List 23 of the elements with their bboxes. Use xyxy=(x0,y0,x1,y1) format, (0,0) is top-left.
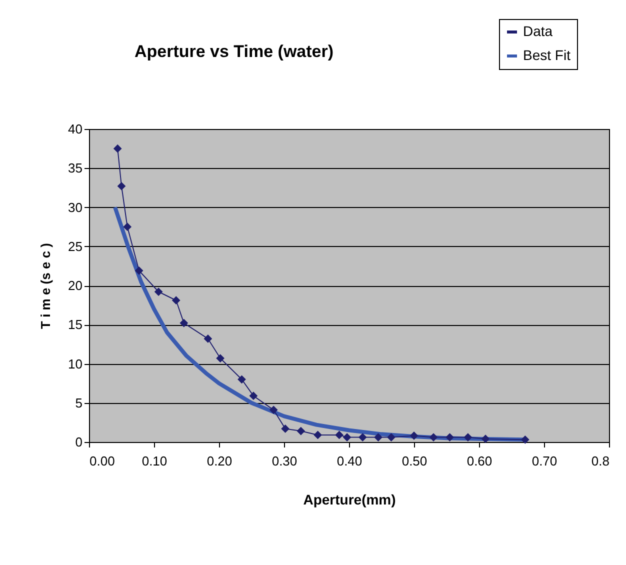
y-tick-label: 20 xyxy=(68,278,82,293)
y-tick-label: 10 xyxy=(68,356,82,372)
x-tick-label: 0.00 xyxy=(90,454,115,468)
x-tick-label: 0.40 xyxy=(336,454,362,468)
x-axis-title: Aperture(mm) xyxy=(303,492,396,508)
y-axis-title: T i m e (s e c ) xyxy=(38,243,54,329)
y-tick-label: 0 xyxy=(75,434,82,450)
y-tick-label: 25 xyxy=(68,238,82,254)
y-tick-label: 35 xyxy=(68,160,82,176)
x-tick-label: 0.8 xyxy=(591,454,610,468)
y-tick-label: 15 xyxy=(68,317,82,332)
x-tick-label: 0.70 xyxy=(532,454,558,468)
legend-label: Data xyxy=(523,23,553,39)
y-tick-label: 30 xyxy=(68,200,82,215)
x-tick-label: 0.20 xyxy=(206,454,232,468)
y-tick-label: 5 xyxy=(75,395,82,410)
y-tick-label: 40 xyxy=(68,122,82,136)
legend-label: Best Fit xyxy=(523,47,571,63)
x-tick-label: 0.50 xyxy=(402,454,428,468)
x-tick-label: 0.30 xyxy=(272,454,298,468)
chart-title: Aperture vs Time (water) xyxy=(134,42,334,61)
x-tick-label: 0.60 xyxy=(466,454,492,468)
x-tick-label: 0.10 xyxy=(142,454,168,468)
